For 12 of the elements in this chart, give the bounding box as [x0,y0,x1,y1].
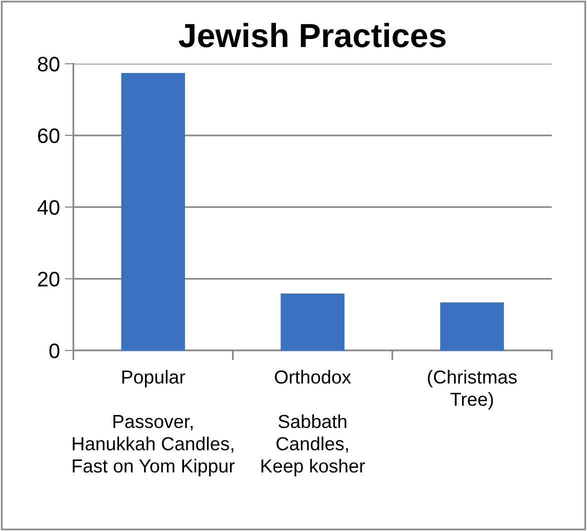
bar [121,73,186,350]
x-tick-label: (Christmas Tree) [428,370,517,410]
category-label: Popular Passover, Hanukkah Candles, Fast on Yom Kippur [72,370,235,476]
bar [440,302,504,350]
y-tick-label: 80 [38,56,60,72]
category-label: Orthodox Sabbath Candles, Keep kosher [261,370,365,476]
y-tick-label: 40 [37,200,60,215]
bar [280,293,344,350]
y-tick-label: 0 [49,343,60,358]
chart-title: Jewish Practices [178,22,446,48]
y-tick-label: 60 [38,128,60,144]
y-tick-label: 20 [38,272,60,287]
